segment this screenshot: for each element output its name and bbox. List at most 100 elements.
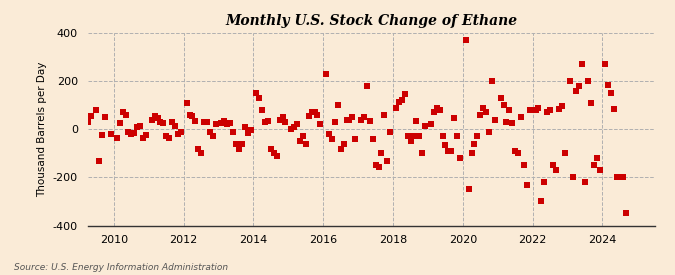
Point	[341, 117, 352, 122]
Point	[585, 101, 596, 105]
Point	[274, 117, 285, 122]
Point	[117, 110, 128, 115]
Point	[556, 104, 567, 109]
Point	[356, 117, 367, 122]
Point	[478, 105, 489, 110]
Point	[114, 121, 125, 125]
Point	[161, 134, 171, 139]
Point	[100, 115, 111, 119]
Point	[126, 132, 137, 136]
Point	[219, 119, 230, 123]
Point	[196, 151, 207, 156]
Point	[231, 141, 242, 146]
Point	[152, 116, 163, 121]
Point	[518, 163, 529, 167]
Point	[85, 114, 96, 118]
Point	[97, 133, 108, 138]
Point	[358, 115, 369, 119]
Point	[507, 121, 518, 125]
Point	[198, 120, 209, 124]
Point	[193, 146, 204, 151]
Point	[394, 99, 404, 104]
Point	[265, 146, 276, 151]
Point	[190, 119, 200, 123]
Point	[245, 128, 256, 133]
Point	[600, 62, 611, 67]
Point	[176, 130, 186, 134]
Point	[594, 168, 605, 172]
Title: Monthly U.S. Stock Change of Ethane: Monthly U.S. Stock Change of Ethane	[225, 14, 517, 28]
Point	[222, 122, 233, 127]
Point	[416, 151, 427, 156]
Point	[140, 133, 151, 138]
Point	[294, 139, 305, 144]
Point	[463, 187, 474, 192]
Point	[408, 134, 418, 139]
Point	[620, 211, 631, 216]
Point	[533, 105, 544, 110]
Point	[280, 120, 291, 124]
Point	[315, 122, 326, 127]
Point	[554, 107, 564, 111]
Point	[91, 108, 102, 112]
Point	[271, 153, 282, 158]
Point	[225, 121, 236, 125]
Point	[402, 134, 413, 139]
Point	[169, 123, 180, 128]
Point	[329, 120, 340, 124]
Point	[513, 151, 524, 156]
Point	[396, 98, 407, 103]
Point	[501, 120, 512, 124]
Point	[454, 156, 465, 160]
Point	[242, 131, 253, 135]
Point	[591, 156, 602, 160]
Point	[234, 146, 244, 151]
Point	[269, 151, 279, 156]
Point	[132, 125, 142, 129]
Point	[324, 132, 335, 136]
Point	[202, 120, 213, 124]
Point	[609, 107, 620, 111]
Text: Source: U.S. Energy Information Administration: Source: U.S. Energy Information Administ…	[14, 263, 227, 272]
Point	[362, 84, 373, 88]
Point	[376, 151, 387, 156]
Point	[236, 141, 247, 146]
Point	[370, 163, 381, 167]
Point	[321, 72, 331, 76]
Point	[516, 115, 526, 119]
Point	[332, 103, 343, 107]
Point	[400, 92, 410, 97]
Point	[105, 132, 116, 136]
Point	[504, 108, 515, 112]
Point	[289, 125, 300, 129]
Point	[146, 117, 157, 122]
Point	[335, 146, 346, 151]
Point	[565, 79, 576, 83]
Point	[251, 91, 262, 95]
Point	[167, 120, 178, 124]
Point	[82, 120, 93, 124]
Point	[614, 175, 625, 180]
Point	[414, 134, 425, 139]
Point	[205, 130, 215, 134]
Point	[344, 117, 355, 122]
Point	[138, 136, 148, 140]
Point	[227, 130, 238, 134]
Point	[123, 130, 134, 134]
Point	[542, 110, 553, 115]
Point	[475, 113, 486, 117]
Point	[350, 137, 360, 141]
Point	[382, 158, 393, 163]
Point	[559, 151, 570, 156]
Point	[437, 134, 448, 139]
Point	[411, 119, 422, 123]
Y-axis label: Thousand Barrels per Day: Thousand Barrels per Day	[37, 62, 47, 197]
Point	[489, 117, 500, 122]
Point	[521, 182, 532, 187]
Point	[551, 168, 562, 172]
Point	[472, 134, 483, 139]
Point	[443, 149, 454, 153]
Point	[536, 199, 547, 204]
Point	[173, 132, 184, 136]
Point	[449, 116, 460, 121]
